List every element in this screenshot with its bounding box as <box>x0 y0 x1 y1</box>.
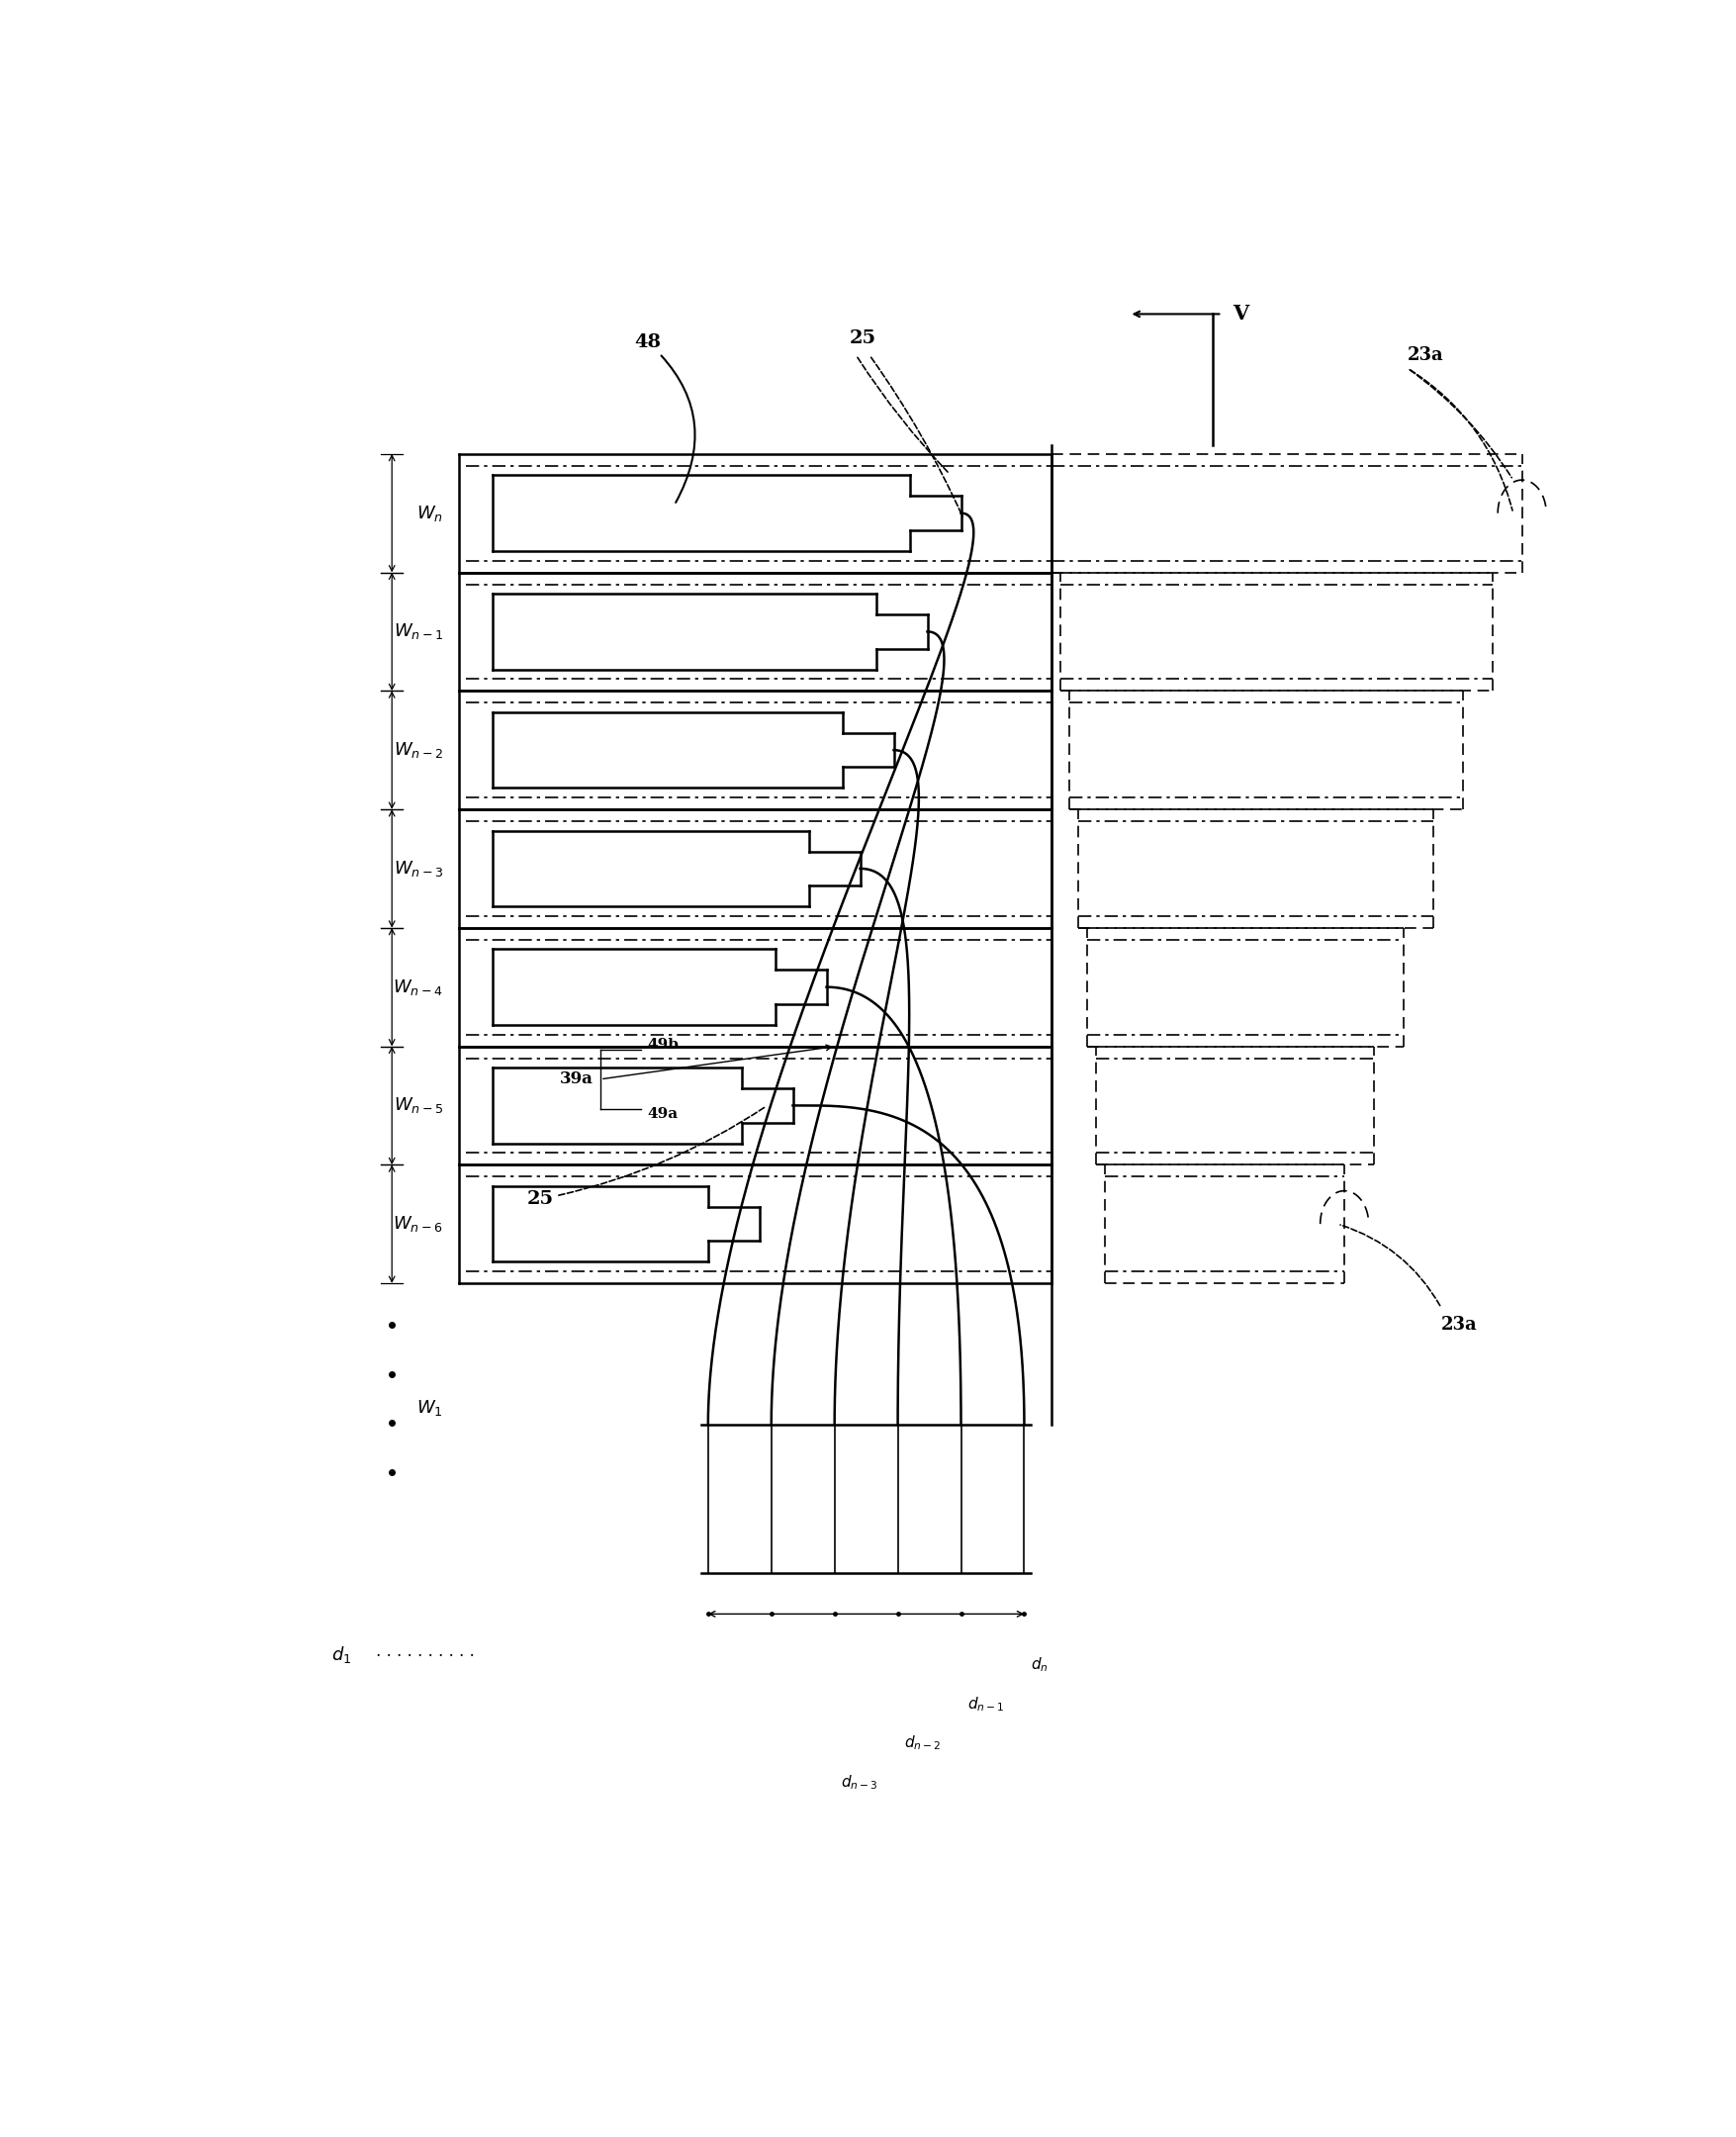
Text: 48: 48 <box>634 333 694 502</box>
Text: $d_{n-1}$: $d_{n-1}$ <box>967 1695 1005 1714</box>
Text: $W_{n-4}$: $W_{n-4}$ <box>392 977 443 998</box>
Text: $W_{n-2}$: $W_{n-2}$ <box>394 739 443 761</box>
Text: V: V <box>1233 303 1248 325</box>
Text: 49b: 49b <box>648 1039 679 1051</box>
Text: 49a: 49a <box>648 1107 679 1120</box>
Text: $W_{n-6}$: $W_{n-6}$ <box>392 1214 443 1233</box>
Text: . . . . . . . . . .: . . . . . . . . . . <box>375 1643 474 1660</box>
Text: 23a: 23a <box>1408 346 1444 363</box>
Text: $W_{n-1}$: $W_{n-1}$ <box>394 622 443 641</box>
Text: 25: 25 <box>526 1107 766 1207</box>
Text: $W_1$: $W_1$ <box>417 1398 443 1419</box>
Text: $W_n$: $W_n$ <box>417 502 443 524</box>
Text: $W_{n-3}$: $W_{n-3}$ <box>394 859 443 878</box>
Text: 25: 25 <box>849 329 877 346</box>
Text: $d_n$: $d_n$ <box>1031 1654 1049 1673</box>
Text: $W_{n-5}$: $W_{n-5}$ <box>394 1096 443 1116</box>
Text: $d_{n-2}$: $d_{n-2}$ <box>904 1733 941 1752</box>
Text: 39a: 39a <box>561 1071 594 1088</box>
Text: 23a: 23a <box>1441 1316 1477 1333</box>
Text: $d_1$: $d_1$ <box>332 1645 351 1665</box>
Text: $d_{n-3}$: $d_{n-3}$ <box>842 1774 878 1793</box>
